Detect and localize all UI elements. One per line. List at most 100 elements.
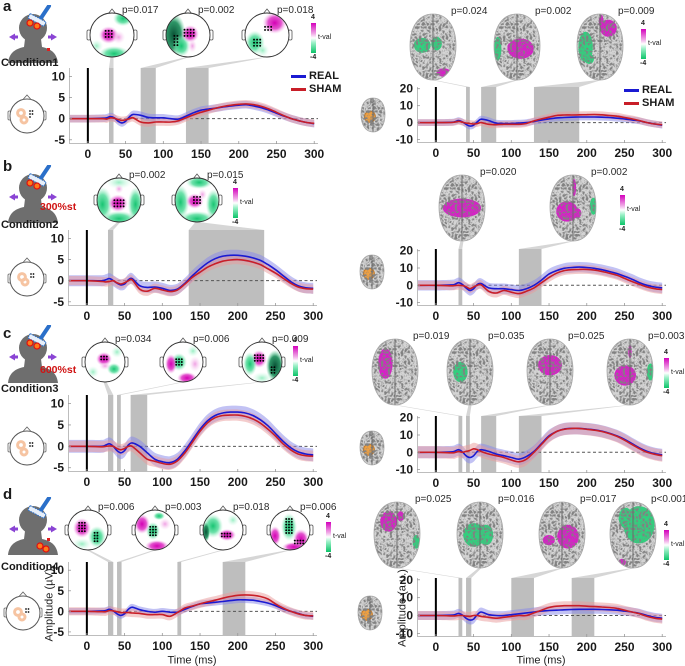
sham-trace [417,268,663,295]
y-tick-label: 10 [400,99,414,113]
significant-electrode-dot [78,521,81,524]
topomap-scalp [86,8,138,58]
significant-electrode-dot [107,29,110,32]
significant-electrode-dot [96,534,99,537]
tval-colorbar: 4 t-val -4 [619,186,640,233]
significant-electrode-dot [152,531,154,534]
window-connector [511,568,564,578]
significant-electrode-dot [199,195,202,198]
y-axis-label-eeg: Amplitude (µV) [43,568,56,642]
significant-time-window [117,395,121,472]
cortex-surface [456,501,504,569]
significant-electrode-dot [302,539,305,542]
significant-electrode-dot [273,371,276,374]
significant-electrode-dot [83,527,86,530]
x-tick-label: 250 [265,475,285,489]
negative-tval-region [107,363,121,375]
significant-electrode-dot [183,34,186,37]
significant-electrode-dot [288,520,290,523]
significant-electrode-dot [122,199,125,202]
window-connector [466,405,472,416]
significant-electrode-dot [119,202,122,205]
source-roi-brain-icon [357,595,383,631]
tms-coil-icon [27,165,51,188]
significant-electrode-dot [270,371,273,374]
tval-colorbar: 4 t-val -4 [325,513,346,560]
real-trace [68,598,314,618]
colorbar-max-label: 4 [233,179,237,186]
colorbar-gradient [620,195,625,225]
significant-electrode-dot [220,532,223,535]
positive-tval-region [114,184,124,194]
electrical-stim-marker-icon [47,538,50,541]
x-tick-label: 300 [304,147,324,161]
significant-electrode-dot [262,357,265,359]
source-brain-map-2: p=0.016 [456,494,534,569]
cortex-surface [438,174,486,242]
tval-colorbar: 4 t-val -4 [640,20,661,67]
x-tick-label: 150 [191,147,211,161]
significant-electrode-dot [229,532,232,535]
colorbar-gradient [233,188,238,218]
y-tick-label: 10 [51,397,65,411]
significant-electrode-dot [119,199,122,202]
tval-colorbar: 4 t-val -4 [232,179,253,226]
significant-electrode-dot [196,202,198,205]
y-tick-label: 20 [400,244,414,258]
source-brain-map-2: p=0.035 [446,331,524,406]
positive-tval-region [218,529,236,541]
positive-tval-region [181,25,199,43]
cortex-surface [576,13,624,81]
window-connector [107,222,121,230]
y-tick-label: -10 [396,133,414,147]
real-line-swatch-icon [291,75,306,78]
topomap-4: p=0.006 [265,502,336,555]
p-value-label: p=0.002 [591,167,628,178]
significant-electrode-dot [100,358,103,361]
noise-masking-left-icon [9,525,18,533]
x-tick-label: 200 [228,475,248,489]
x-tick-label: 100 [501,640,521,654]
significant-electrode-dot [110,36,113,38]
x-tick-label: 0 [433,640,440,654]
significant-electrode-dot [105,355,108,358]
significant-electrode-dot [173,34,176,37]
x-tick-label: 150 [190,309,210,323]
source-brain-map-3: p=0.009 [576,6,654,81]
significant-electrode-dot [113,202,116,205]
stimulation-site-icon [26,339,41,350]
y-tick-label: -5 [53,461,64,475]
cortex-surface [359,254,385,290]
significant-electrode-dot [93,540,96,543]
sham-confidence-band [417,601,663,624]
p-value-label: p=0.002 [535,6,572,17]
noise-masking-left-icon [9,353,18,361]
negative-tval-region [187,345,199,357]
x-tick-label: 0 [84,309,91,323]
significant-time-window [108,68,114,144]
noise-masking-right-icon [48,353,57,361]
significant-time-window [458,578,463,637]
significant-electrode-dot [290,526,293,529]
x-tick-label: 150 [539,476,559,490]
colorbar-min-label: -4 [663,561,670,568]
stimulus-intensity-label: 300%st [40,201,77,213]
significant-electrode-dot [290,532,293,534]
sham-trace [68,258,314,293]
cortex-surface [549,174,597,242]
significant-electrode-dot [103,355,105,358]
source-plot-condition2: -10 0 10 20 0 50 100 150 200 250 300 [396,244,673,323]
p-value-label: p<0.001 [651,494,685,505]
sham-trace [68,414,314,466]
electrode-roi-head-icon [7,257,47,297]
significant-electrode-dot [96,540,99,543]
x-tick-label: 250 [265,309,285,323]
window-connector [458,241,464,249]
x-tick-label: 200 [577,640,597,654]
legend-item-real: REAL [624,84,674,97]
significant-electrode-dot [175,361,178,363]
